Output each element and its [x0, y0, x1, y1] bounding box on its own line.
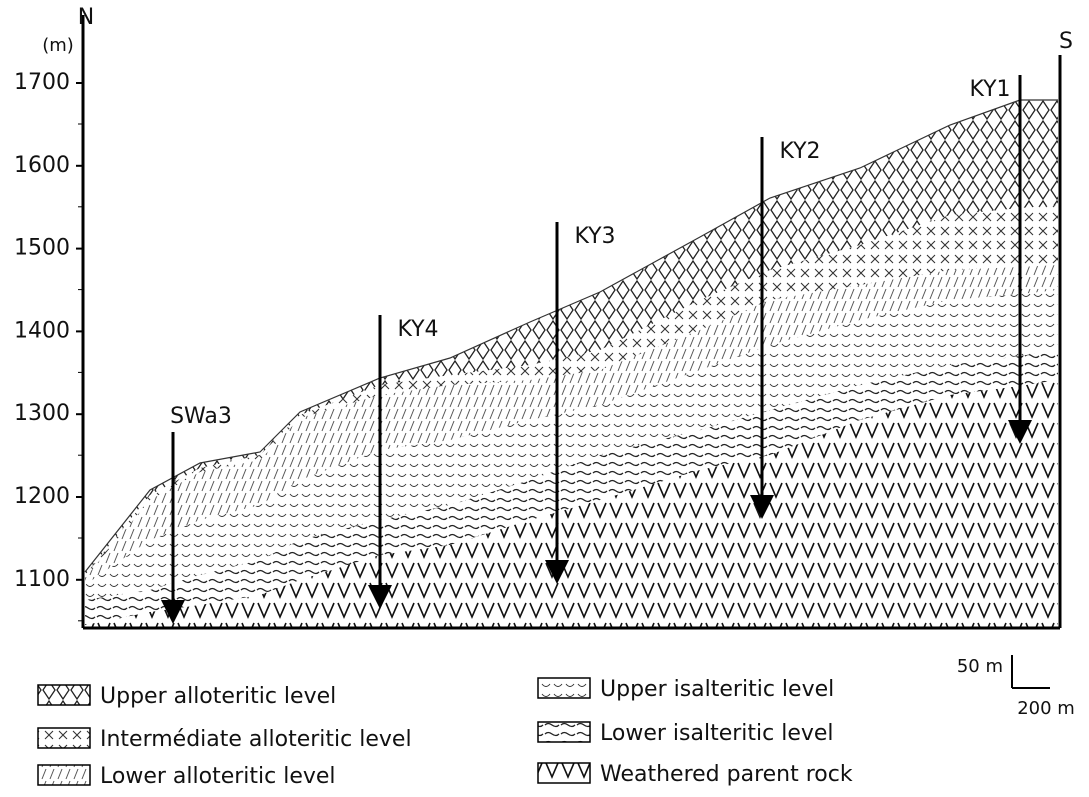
legend-swatch — [538, 678, 590, 698]
well-label: KY4 — [397, 317, 438, 342]
well-label: KY2 — [779, 139, 820, 164]
legend-label: Upper alloteritic level — [100, 684, 336, 709]
legend-swatch — [38, 728, 90, 748]
tick-label: 1100 — [14, 567, 70, 592]
tick-label: 1300 — [14, 401, 70, 426]
layers — [85, 100, 1058, 627]
legend-label: Lower alloteritic level — [100, 764, 336, 789]
tick-label: 1400 — [14, 318, 70, 343]
well-label: KY1 — [969, 77, 1010, 102]
legend-label: Weathered parent rock — [600, 762, 853, 787]
legend-label: Intermédiate alloteritic level — [100, 727, 412, 752]
legend-label: Upper isalteritic level — [600, 677, 834, 702]
tick-label: 1200 — [14, 484, 70, 509]
legend-label: Lower isalteritic level — [600, 721, 834, 746]
unit-label: (m) — [42, 35, 74, 56]
legend-swatch — [38, 685, 90, 705]
scale-horizontal-label: 200 m — [1017, 698, 1075, 719]
north-label: N — [78, 5, 94, 30]
well-label: KY3 — [574, 224, 615, 249]
well-label: SWa3 — [170, 404, 232, 429]
legend-swatch — [538, 763, 590, 783]
legend-swatch — [538, 722, 590, 742]
scale-vertical-label: 50 m — [957, 656, 1003, 677]
legend-swatch — [38, 765, 90, 785]
tick-label: 1600 — [14, 153, 70, 178]
cross-section-figure: N S (m) 50 m 200 m 1100 1200 1300 1400 1500 1… — [0, 0, 1089, 797]
south-label: S — [1059, 29, 1073, 54]
tick-label: 1700 — [14, 70, 70, 95]
tick-label: 1500 — [14, 236, 70, 261]
